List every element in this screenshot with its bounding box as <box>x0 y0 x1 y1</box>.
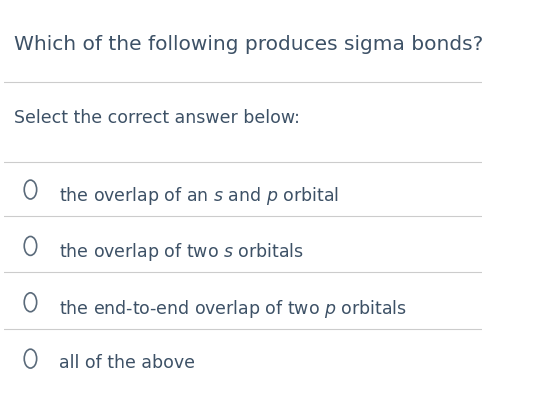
Text: the end-to-end overlap of two $\mathit{p}$ orbitals: the end-to-end overlap of two $\mathit{p… <box>59 298 407 320</box>
Text: Select the correct answer below:: Select the correct answer below: <box>14 109 300 127</box>
Text: Which of the following produces sigma bonds?: Which of the following produces sigma bo… <box>14 35 483 54</box>
Text: the overlap of an $\mathit{s}$ and $\mathit{p}$ orbital: the overlap of an $\mathit{s}$ and $\mat… <box>59 185 339 207</box>
Text: the overlap of two $\mathit{s}$ orbitals: the overlap of two $\mathit{s}$ orbitals <box>59 241 304 263</box>
Text: all of the above: all of the above <box>59 354 195 372</box>
